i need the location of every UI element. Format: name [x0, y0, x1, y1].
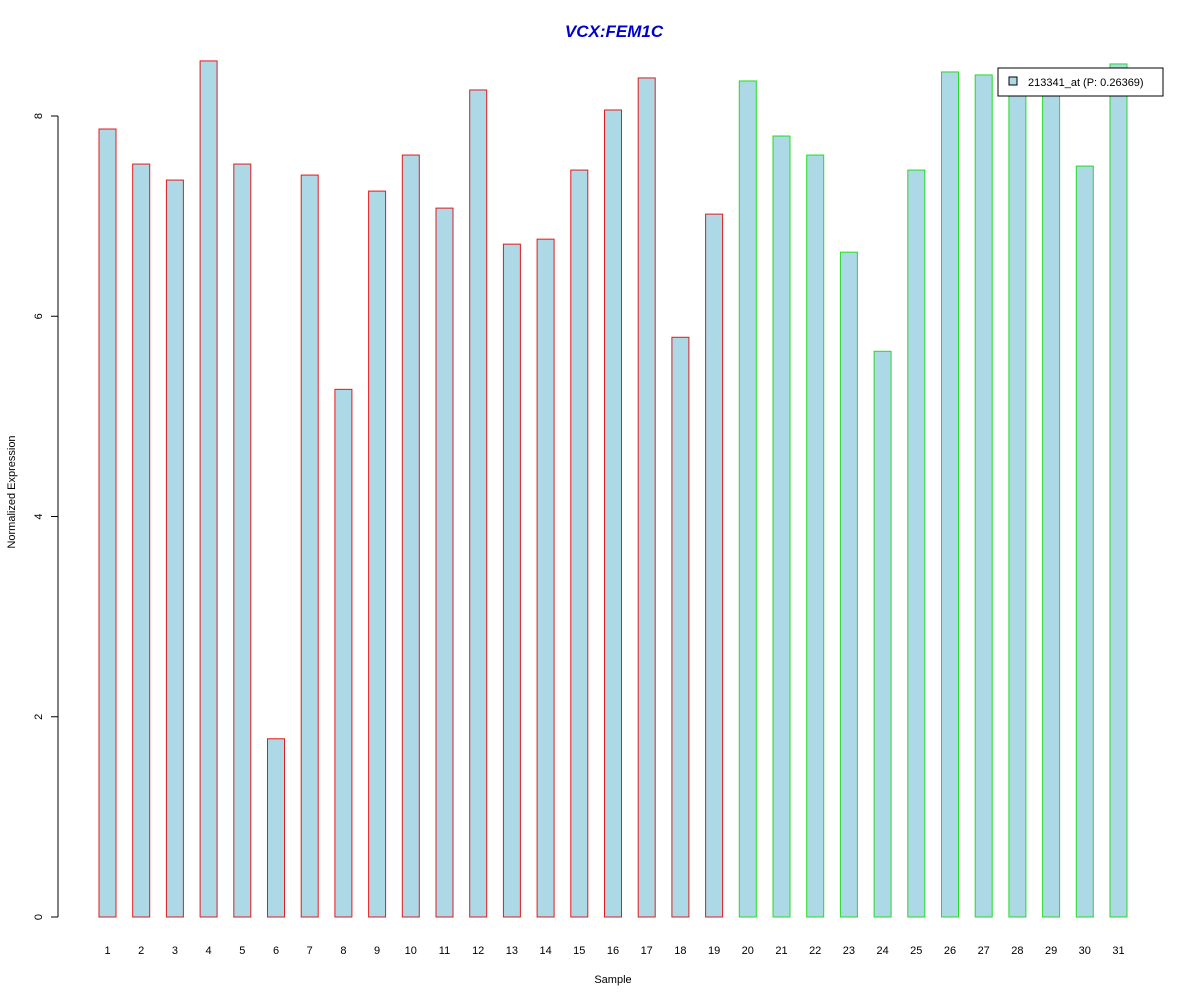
legend-box [997, 67, 1164, 97]
x-tick-label: 4 [206, 945, 212, 957]
legend: 213341_at (P: 0.26369) [997, 67, 1164, 97]
x-tick-label: 21 [775, 945, 787, 957]
x-tick-label: 25 [910, 945, 922, 957]
x-tick-label: 24 [876, 945, 888, 957]
bar-sample-13 [502, 243, 521, 918]
x-tick-label: 17 [641, 945, 653, 957]
bar-sample-27 [974, 74, 993, 918]
x-tick-label: 15 [573, 945, 585, 957]
x-tick-label: 3 [172, 945, 178, 957]
x-tick-label: 18 [674, 945, 686, 957]
x-tick-label: 14 [539, 945, 551, 957]
x-tick-label: 28 [1011, 945, 1023, 957]
x-axis-label: Sample [594, 974, 631, 986]
bar-sample-24 [873, 350, 892, 918]
x-tick-label: 1 [104, 945, 110, 957]
bar-sample-5 [233, 163, 252, 918]
x-tick-label: 26 [944, 945, 956, 957]
x-tick-label: 13 [506, 945, 518, 957]
y-axis-label: Normalized Expression [6, 435, 18, 548]
x-tick-label: 30 [1079, 945, 1091, 957]
bar-sample-28 [1008, 87, 1027, 918]
bar-sample-31 [1109, 63, 1128, 918]
x-tick-label: 10 [405, 945, 417, 957]
bar-sample-11 [435, 207, 454, 918]
bar-sample-17 [637, 77, 656, 918]
bar-sample-7 [300, 174, 319, 918]
x-tick-label: 7 [307, 945, 313, 957]
bar-sample-14 [536, 238, 555, 918]
x-tick-label: 2 [138, 945, 144, 957]
bar-sample-18 [671, 336, 690, 918]
y-tick-label: 6 [33, 313, 45, 319]
legend-swatch [1008, 76, 1018, 86]
x-tick-label: 16 [607, 945, 619, 957]
y-tick-label: 4 [33, 513, 45, 519]
bar-sample-26 [941, 71, 959, 918]
x-tick-label: 29 [1045, 945, 1057, 957]
y-tick-label: 8 [33, 113, 45, 119]
x-tick-label: 22 [809, 945, 821, 957]
x-tick-label: 23 [843, 945, 855, 957]
bar-sample-22 [806, 154, 825, 918]
y-tick-label: 2 [33, 714, 45, 720]
x-tick-label: 5 [239, 945, 245, 957]
y-axis-ticks: 0 2 4 6 8 [33, 113, 58, 920]
bar-sample-9 [368, 190, 387, 918]
bar-sample-21 [772, 135, 791, 918]
bar-sample-2 [132, 163, 151, 918]
bar-sample-10 [401, 154, 420, 918]
x-tick-label: 6 [273, 945, 279, 957]
chart-title: VCX:FEM1C [565, 22, 664, 41]
x-tick-label: 9 [374, 945, 380, 957]
x-tick-label: 27 [978, 945, 990, 957]
bar-sample-20 [738, 80, 757, 918]
x-axis-tick-labels: 1 2 3 4 5 6 7 8 9 10 11 12 13 14 15 16 17 18 19 20 21 22 23 24 2… [104, 945, 1124, 957]
x-tick-label: 12 [472, 945, 484, 957]
x-tick-label: 8 [340, 945, 346, 957]
bar-sample-15 [570, 169, 589, 918]
y-tick-label: 0 [33, 914, 45, 920]
bar-sample-25 [907, 169, 926, 918]
bar-sample-4 [199, 60, 218, 918]
x-tick-label: 20 [742, 945, 754, 957]
legend-entry-label: 213341_at (P: 0.26369) [1028, 77, 1144, 89]
bar-sample-6 [267, 738, 285, 918]
x-tick-label: 19 [708, 945, 720, 957]
x-tick-label: 11 [439, 945, 450, 957]
bar-sample-23 [839, 251, 858, 918]
bar-sample-12 [469, 89, 488, 918]
bar-sample-1 [98, 128, 117, 918]
bar-sample-29 [1042, 93, 1061, 918]
x-tick-label: 31 [1112, 945, 1124, 957]
bar-sample-8 [334, 388, 353, 918]
bar-sample-3 [165, 179, 184, 918]
bar-sample-16 [604, 109, 622, 918]
bar-sample-30 [1075, 165, 1094, 918]
bars-group [98, 60, 1128, 918]
bar-sample-19 [705, 213, 724, 918]
